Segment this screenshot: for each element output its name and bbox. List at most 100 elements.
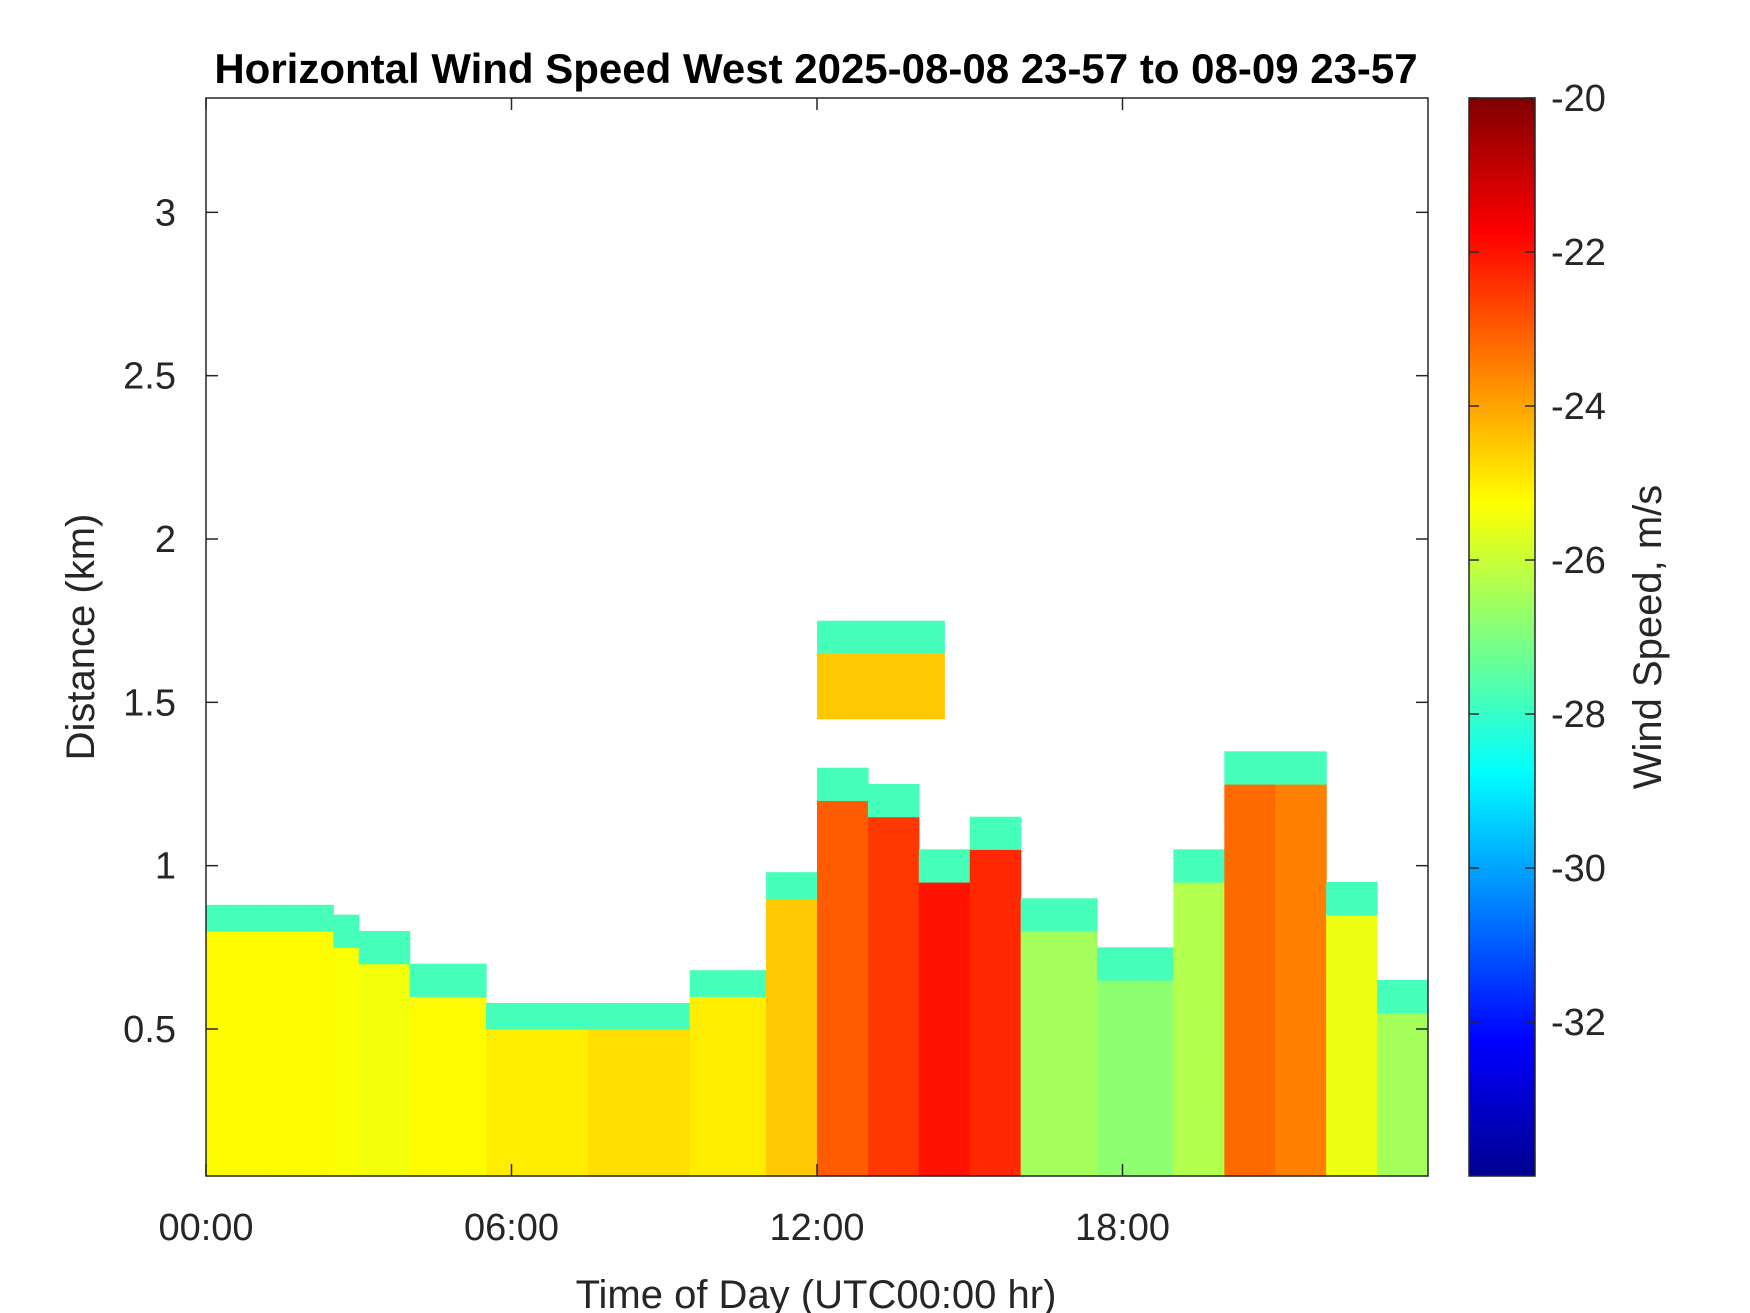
heatmap-cell xyxy=(333,1078,360,1095)
heatmap-cell xyxy=(613,1110,640,1128)
heatmap-cell xyxy=(1122,996,1149,1014)
heatmap-cell xyxy=(766,898,793,916)
heatmap-cell xyxy=(1300,947,1327,965)
heatmap-cell xyxy=(511,1029,538,1046)
heatmap-cell xyxy=(256,914,283,932)
heatmap-cell xyxy=(893,1029,920,1046)
heatmap-cell xyxy=(918,1061,945,1079)
heatmap-cell xyxy=(995,947,1022,965)
heatmap-cell xyxy=(664,1061,691,1079)
heatmap-cell xyxy=(740,1012,767,1030)
heatmap-cell xyxy=(1224,947,1251,965)
heatmap-cell xyxy=(206,1110,233,1128)
heatmap-cell xyxy=(842,816,869,834)
heatmap-cell xyxy=(1071,1159,1098,1177)
heatmap-cell xyxy=(435,1127,462,1144)
heatmap-cell xyxy=(944,1078,971,1095)
heatmap-cell xyxy=(1249,784,1276,801)
heatmap-cell xyxy=(1097,963,1124,981)
heatmap-cell xyxy=(206,1143,233,1161)
heatmap-cell xyxy=(1147,996,1175,1014)
heatmap-cell xyxy=(486,1127,513,1144)
heatmap-cell xyxy=(613,1002,640,1014)
heatmap-cell xyxy=(1097,1143,1124,1161)
heatmap-cell xyxy=(1402,1143,1429,1161)
heatmap-cell xyxy=(486,1078,513,1095)
heatmap-cell xyxy=(842,882,869,899)
heatmap-cell xyxy=(1300,1029,1327,1046)
heatmap-cell xyxy=(867,1094,894,1112)
heatmap-cell xyxy=(1198,1061,1225,1079)
heatmap-cell xyxy=(918,931,945,948)
heatmap-cell xyxy=(282,996,309,1014)
heatmap-cell xyxy=(969,1159,996,1177)
heatmap-cell xyxy=(1122,1127,1149,1144)
heatmap-cell xyxy=(766,1061,793,1079)
heatmap-cell xyxy=(1300,914,1327,932)
heatmap-cell xyxy=(817,1110,844,1128)
heatmap-cell xyxy=(1275,914,1302,932)
heatmap-cell xyxy=(384,1159,411,1177)
heatmap-cell xyxy=(867,637,894,654)
heatmap-cell xyxy=(1224,996,1251,1014)
heatmap-cell xyxy=(1300,1078,1327,1095)
heatmap-cell xyxy=(307,1045,334,1063)
heatmap-cell xyxy=(766,914,793,932)
heatmap-cell xyxy=(766,963,793,981)
heatmap-cell xyxy=(282,1029,309,1046)
heatmap-cell xyxy=(969,1110,996,1128)
heatmap-cell xyxy=(638,1012,665,1030)
colorbar-tick-label: -26 xyxy=(1551,540,1606,582)
heatmap-cells xyxy=(206,620,1429,1177)
colorbar-ticks: -20 -22 -24 -26 -28 -30 -32 xyxy=(1469,78,1606,1044)
heatmap-cell xyxy=(791,1110,818,1128)
heatmap-cell xyxy=(918,882,945,899)
heatmap-cell xyxy=(867,882,894,899)
heatmap-cell xyxy=(842,833,869,850)
heatmap-cell xyxy=(1300,849,1327,867)
heatmap-cell xyxy=(1402,996,1429,1014)
heatmap-cell xyxy=(1122,1029,1149,1046)
heatmap-cell xyxy=(740,980,767,997)
heatmap-cell xyxy=(562,1045,589,1063)
heatmap-cell xyxy=(1122,1045,1149,1063)
heatmap-cell xyxy=(562,1012,589,1030)
heatmap-cell xyxy=(1122,1159,1149,1177)
heatmap-cell xyxy=(1198,849,1225,867)
heatmap-cell xyxy=(1046,1029,1073,1046)
heatmap-cell xyxy=(358,980,385,997)
heatmap-cell xyxy=(358,1159,385,1177)
heatmap-cell xyxy=(282,980,309,997)
heatmap-cell xyxy=(1122,1012,1149,1030)
heatmap-cell xyxy=(486,1159,513,1177)
heatmap-cell xyxy=(536,1078,564,1095)
heatmap-cell xyxy=(1020,931,1047,948)
heatmap-cell xyxy=(1326,1094,1353,1112)
heatmap-cell xyxy=(1224,1012,1251,1030)
heatmap-cell xyxy=(1198,1029,1225,1046)
heatmap-cell xyxy=(842,947,869,965)
heatmap-cell xyxy=(1351,980,1378,997)
heatmap-cell xyxy=(587,1110,614,1128)
heatmap-cell xyxy=(307,963,334,981)
heatmap-cell xyxy=(918,1127,945,1144)
heatmap-cell xyxy=(1402,1094,1429,1112)
heatmap-cell xyxy=(307,996,334,1014)
heatmap-cell xyxy=(842,849,869,867)
heatmap-cell xyxy=(791,898,818,916)
heatmap-cell xyxy=(638,1110,665,1128)
heatmap-cell xyxy=(944,1127,971,1144)
heatmap-cell xyxy=(256,1127,283,1144)
heatmap-cell xyxy=(791,882,818,899)
heatmap-cell xyxy=(944,1029,971,1046)
heatmap-cell xyxy=(842,653,869,671)
heatmap-cell xyxy=(817,1045,844,1063)
heatmap-cell xyxy=(740,1078,767,1095)
heatmap-cell xyxy=(613,1094,640,1112)
heatmap-cell xyxy=(307,931,334,948)
heatmap-cell xyxy=(918,1143,945,1161)
heatmap-cell xyxy=(1249,1159,1276,1177)
heatmap-cell xyxy=(995,1029,1022,1046)
heatmap-cell xyxy=(766,1094,793,1112)
heatmap-cell xyxy=(1046,914,1073,932)
